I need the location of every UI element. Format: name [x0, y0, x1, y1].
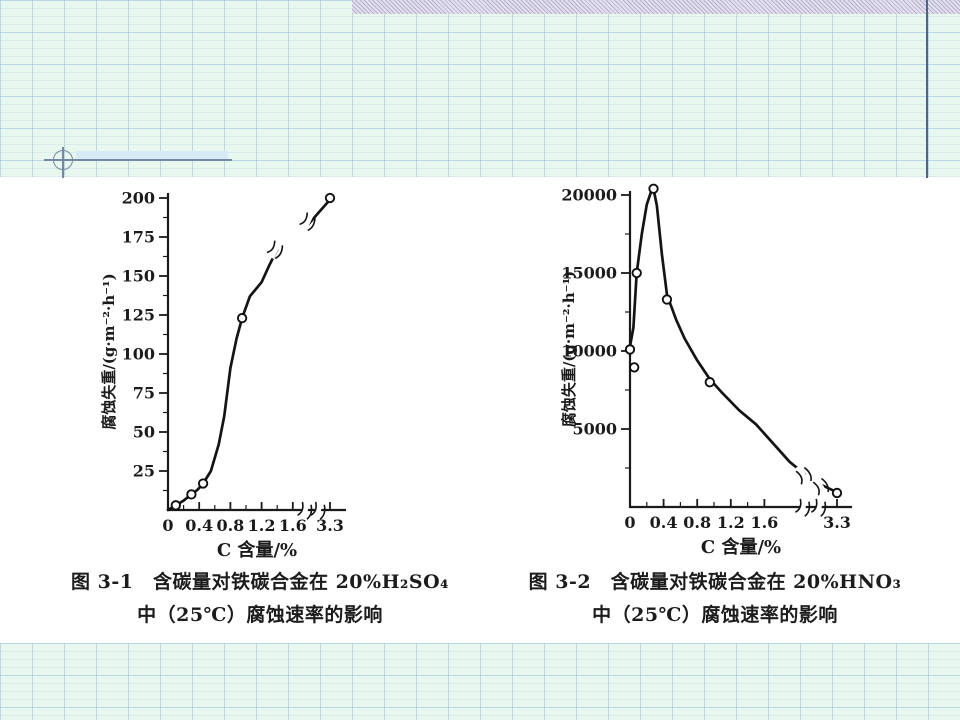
data-point	[631, 267, 642, 279]
axes	[628, 191, 852, 509]
data-point	[324, 192, 336, 204]
data-point	[197, 478, 209, 489]
y-tick-label: 50	[133, 423, 155, 442]
break-mark	[810, 496, 827, 517]
x-tick-label: 1.6	[279, 516, 307, 535]
break-mark	[299, 210, 316, 232]
right-edge-line	[926, 0, 928, 178]
figure-3-2-caption-line1: 图 3-2 含碳量对铁碳合金在 20%HNO₃	[528, 571, 902, 593]
top-accent-strip	[352, 0, 960, 14]
y-tick-label: 20000	[561, 186, 617, 205]
decoration-highlight-bar	[76, 151, 228, 159]
figure-3-1-caption-line2: 中（25℃）腐蚀速率的影响	[137, 604, 383, 626]
y-tick-label: 100	[122, 345, 155, 364]
data-point	[661, 294, 673, 305]
x-tick-label: 3.3	[823, 513, 851, 532]
data-curve	[306, 198, 332, 226]
x-axis-label: C 含量/%	[701, 536, 781, 558]
y-tick-label: 25	[133, 462, 155, 481]
data-point	[236, 312, 248, 324]
figure-3-2-caption: 图 3-2 含碳量对铁碳合金在 20%HNO₃ 中（25℃）腐蚀速率的影响	[510, 566, 920, 632]
y-axis-label: 腐蚀失重/(g·m⁻²·h⁻¹)	[100, 273, 118, 429]
break-mark	[812, 475, 830, 497]
x-tick-label: 1.6	[750, 513, 778, 532]
data-point	[704, 377, 715, 388]
crosshair-circle-icon	[53, 150, 73, 170]
y-tick-label: 10000	[561, 342, 617, 361]
y-tick-label: 5000	[572, 420, 617, 439]
x-tick-label: 0.8	[683, 513, 711, 532]
break-mark	[795, 496, 811, 517]
figure-3-1-caption-line1: 图 3-1 含碳量对铁碳合金在 20%H₂SO₄	[71, 571, 449, 593]
y-tick-label: 15000	[561, 264, 617, 283]
slide-top-band	[0, 0, 960, 178]
decoration-horizontal-line	[44, 159, 232, 161]
data-point	[629, 362, 640, 373]
figure-3-1-caption: 图 3-1 含碳量对铁碳合金在 20%H₂SO₄ 中（25℃）腐蚀速率的影响	[55, 566, 465, 632]
y-tick-label: 175	[122, 228, 155, 247]
x-axis-label: C 含量/%	[217, 539, 297, 561]
y-tick-label: 125	[122, 306, 155, 325]
axes	[166, 193, 346, 512]
x-tick-label: 0.4	[185, 516, 213, 535]
x-tick-label: 0	[624, 513, 635, 532]
data-point	[170, 500, 181, 511]
data-point	[624, 344, 636, 355]
break-mark	[266, 238, 284, 260]
data-curve	[628, 187, 807, 476]
x-tick-label: 1.2	[248, 516, 276, 535]
x-tick-label: 0.4	[650, 513, 678, 532]
y-axis-label: 腐蚀失重/(g·m⁻²·h⁻¹)	[560, 271, 578, 427]
chart-figure-3-2: 5000 10000 15000 20000 0 0.4 0.8 1.2 1.6 3.3 腐蚀失重/…	[560, 183, 852, 558]
x-tick-label: 0	[162, 516, 173, 535]
data-point	[831, 487, 843, 499]
slide-bottom-band	[0, 643, 960, 720]
data-point	[648, 183, 659, 194]
x-tick-label: 3.3	[316, 516, 344, 535]
x-tick-label: 0.8	[216, 516, 244, 535]
y-tick-label: 200	[122, 189, 155, 208]
break-mark	[310, 499, 326, 520]
break-mark	[297, 499, 313, 520]
y-tick-label: 150	[122, 267, 155, 286]
data-curve	[166, 248, 279, 512]
figure-3-2-caption-line2: 中（25℃）腐蚀速率的影响	[592, 604, 838, 626]
data-point	[186, 489, 197, 500]
chart-figure-3-1: 25 50 75 100 125 150 175 200 0 0.4 0.8 1.2 1.6 3.3 腐蚀失…	[100, 189, 346, 561]
y-tick-label: 75	[133, 384, 155, 403]
break-mark	[795, 465, 812, 486]
x-tick-label: 1.2	[717, 513, 745, 532]
